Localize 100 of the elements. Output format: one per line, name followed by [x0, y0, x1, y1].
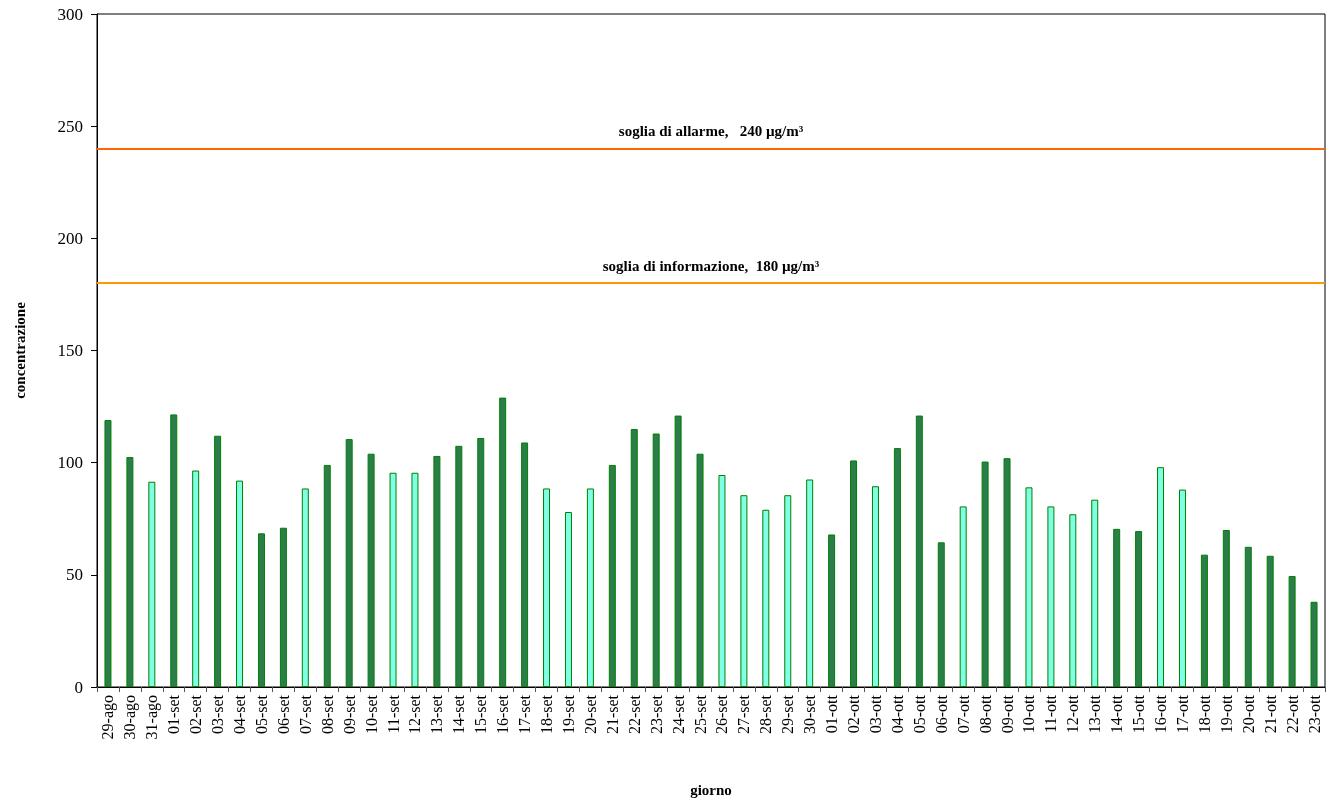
- bar: [1047, 506, 1055, 687]
- x-tick-label: 20-ott: [1239, 694, 1257, 734]
- x-tick-label: 28-set: [757, 694, 775, 735]
- bar: [696, 453, 704, 687]
- bar: [170, 414, 178, 687]
- x-tick-label: 12-set: [406, 694, 424, 735]
- bar: [850, 460, 858, 687]
- y-tick-label: 300: [57, 4, 83, 24]
- y-tick-label: 250: [57, 116, 83, 136]
- x-tick-label: 24-set: [669, 694, 687, 735]
- bar: [433, 455, 441, 687]
- bar: [762, 509, 770, 687]
- bar: [1025, 487, 1033, 687]
- x-tick-label: 01-ott: [823, 694, 841, 734]
- bar: [828, 534, 836, 687]
- bar: [323, 464, 331, 687]
- x-tick-label: 06-set: [274, 694, 292, 735]
- x-tick-label: 19-set: [559, 694, 577, 735]
- ref-line-label: soglia di allarme, 240 µg/m³: [618, 123, 804, 140]
- bar: [192, 470, 200, 687]
- x-tick-label: 30-ago: [121, 695, 140, 740]
- bar: [784, 495, 792, 687]
- bar: [236, 480, 244, 687]
- bar: [937, 542, 945, 687]
- bar: [915, 415, 923, 687]
- bar: [1244, 546, 1252, 687]
- x-tick-label: 11-set: [384, 694, 402, 734]
- x-tick-label: 25-set: [691, 694, 709, 735]
- x-tick-label: 16-set: [494, 694, 512, 735]
- x-tick-label: 05-ott: [910, 694, 928, 734]
- x-tick-label: 07-ott: [954, 694, 972, 734]
- bar: [1157, 467, 1165, 687]
- x-tick-label: 10-set: [362, 694, 380, 735]
- bar: [521, 442, 529, 687]
- x-tick-label: 22-ott: [1283, 694, 1301, 734]
- x-tick-label: 30-set: [801, 694, 819, 735]
- bar: [959, 506, 967, 687]
- bar: [148, 481, 156, 687]
- x-tick-label: 09-set: [340, 694, 358, 735]
- x-tick-label: 02-set: [187, 694, 205, 735]
- bar: [1222, 529, 1230, 687]
- x-tick-label: 08-ott: [976, 694, 994, 734]
- x-tick-label: 03-ott: [866, 694, 884, 734]
- x-tick-label: 21-ott: [1261, 694, 1279, 734]
- bar: [1135, 531, 1143, 687]
- x-tick-label: 05-set: [252, 694, 270, 735]
- y-axis-title: concentrazione: [11, 301, 28, 399]
- bar: [477, 437, 485, 687]
- bar: [257, 533, 265, 687]
- bar: [1069, 514, 1077, 687]
- x-tick-label: 27-set: [735, 694, 753, 735]
- y-tick-label: 150: [57, 341, 83, 360]
- ref-line-label: soglia di informazione, 180 µg/m³: [602, 257, 820, 274]
- bar: [499, 397, 507, 687]
- bar: [1003, 458, 1011, 687]
- bar: [1266, 555, 1274, 687]
- bar: [214, 435, 222, 687]
- bar: [345, 439, 353, 687]
- x-axis-title: giorno: [690, 781, 732, 798]
- bar: [126, 457, 134, 687]
- bar: [718, 475, 726, 687]
- x-tick-label: 13-set: [428, 694, 446, 735]
- bar: [871, 486, 879, 687]
- x-tick-label: 06-ott: [932, 694, 950, 734]
- bar: [279, 527, 287, 687]
- x-tick-label: 10-ott: [1020, 694, 1038, 734]
- bar: [630, 429, 638, 687]
- x-tick-label: 08-set: [318, 694, 336, 735]
- bar: [543, 488, 551, 687]
- bar: [564, 512, 572, 687]
- x-tick-label: 04-set: [231, 694, 249, 735]
- bar: [301, 488, 309, 687]
- bar: [367, 453, 375, 687]
- x-tick-label: 20-set: [581, 694, 599, 735]
- x-tick-label: 09-ott: [998, 694, 1016, 734]
- x-tick-label: 12-ott: [1064, 694, 1082, 734]
- x-tick-label: 23-ott: [1305, 694, 1323, 734]
- bar: [1178, 489, 1186, 687]
- y-tick-label: 0: [74, 677, 83, 697]
- bar: [893, 448, 901, 687]
- bar: [1310, 601, 1318, 687]
- y-tick-label: 200: [57, 228, 83, 248]
- y-tick-label: 100: [57, 453, 83, 473]
- bar: [806, 479, 814, 687]
- y-tick-label: 50: [66, 565, 83, 585]
- bar: [586, 488, 594, 687]
- x-tick-label: 13-ott: [1086, 694, 1104, 734]
- bar: [455, 445, 463, 687]
- x-tick-label: 29-ago: [99, 695, 118, 740]
- bar: [411, 472, 419, 687]
- x-tick-label: 07-set: [296, 694, 314, 735]
- x-tick-label: 14-set: [450, 694, 468, 735]
- x-tick-label: 17-set: [516, 694, 534, 735]
- bar: [1200, 554, 1208, 687]
- bar: [1091, 499, 1099, 687]
- bar: [1288, 575, 1296, 687]
- bar: [652, 433, 660, 687]
- x-tick-label: 11-ott: [1042, 694, 1060, 733]
- x-tick-label: 31-ago: [143, 695, 162, 740]
- x-tick-label: 19-ott: [1217, 694, 1235, 734]
